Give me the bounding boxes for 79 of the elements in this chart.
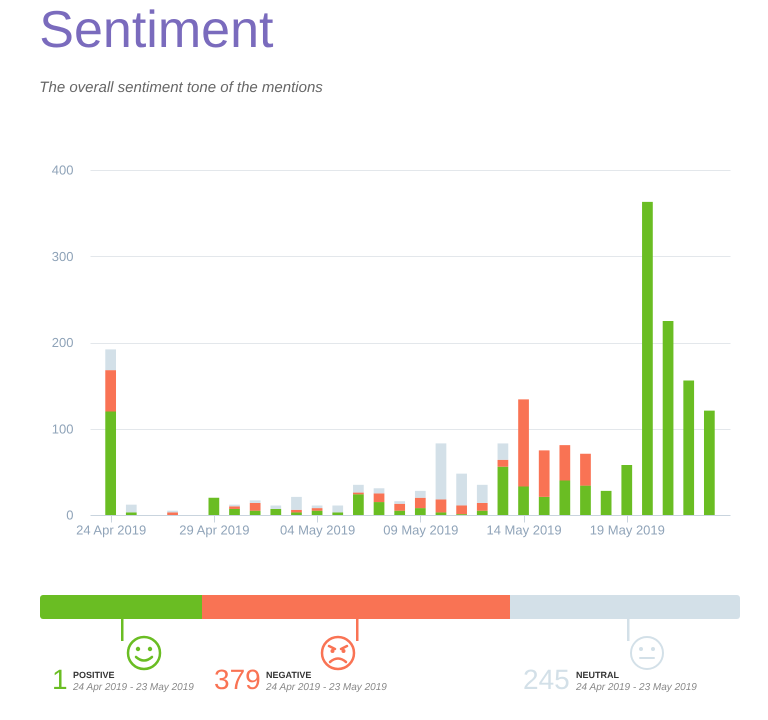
bar	[414, 508, 426, 515]
bar	[498, 460, 508, 467]
x-tick-label: 04 May 2019	[280, 522, 356, 538]
bar	[518, 486, 529, 515]
bar	[312, 506, 322, 508]
y-tick-label: 100	[52, 421, 74, 436]
bar	[414, 490, 426, 498]
bar	[312, 510, 322, 515]
bar	[353, 494, 364, 515]
text: 24 Apr 2019 - 23 May 2019	[73, 682, 194, 693]
y-tick-label: 200	[52, 335, 74, 350]
category-label: NEGATIVE	[266, 670, 312, 680]
bar	[105, 412, 116, 515]
bar	[476, 510, 488, 515]
y-tick-label: 400	[52, 162, 74, 178]
bar	[250, 500, 261, 503]
bar	[394, 501, 406, 504]
data-label: 1	[52, 664, 68, 696]
data-label: 379	[214, 664, 261, 696]
bar	[662, 320, 674, 515]
x-tick-label: 24 Apr 2019	[76, 522, 146, 538]
bar	[621, 464, 632, 515]
x-tick-label: 19 May 2019	[590, 522, 665, 538]
bar	[291, 512, 302, 515]
bar	[167, 512, 178, 515]
bar	[353, 484, 364, 493]
bar	[312, 508, 322, 511]
bar	[436, 443, 446, 500]
bar	[600, 490, 612, 515]
bar	[683, 380, 694, 515]
bar	[126, 504, 137, 512]
bar	[229, 508, 240, 515]
bar	[126, 512, 137, 515]
bar	[208, 498, 220, 515]
bar	[250, 502, 261, 511]
x-tick-label: 14 May 2019	[486, 522, 562, 538]
text: 24 Apr 2019 - 23 May 2019	[266, 682, 387, 693]
bar	[580, 454, 591, 486]
bar	[394, 504, 406, 511]
chart-title: Sentiment	[39, 1, 274, 59]
bar	[374, 488, 384, 494]
y-tick-label: 0	[66, 508, 74, 522]
chart-subtitle: The overall sentiment tone of the mentions	[39, 79, 324, 96]
text: 24 Apr 2019 - 23 May 2019	[576, 682, 697, 693]
bar	[105, 349, 116, 370]
bar	[476, 484, 488, 503]
bar	[476, 502, 488, 511]
x-tick-label: 09 May 2019	[383, 522, 458, 538]
bar	[704, 410, 715, 515]
category-label: NEUTRAL	[576, 670, 619, 680]
bar	[538, 450, 550, 497]
y-tick-label: 300	[52, 248, 74, 264]
bar	[374, 493, 384, 502]
bar	[436, 512, 446, 515]
bar	[580, 486, 591, 515]
bar	[374, 502, 384, 515]
bar	[291, 510, 302, 512]
x-tick-label: 29 Apr 2019	[179, 522, 250, 538]
bar	[498, 466, 508, 515]
bar	[538, 496, 550, 515]
bar	[498, 443, 508, 460]
bar	[518, 399, 529, 487]
bar	[436, 499, 446, 512]
bar	[559, 480, 570, 515]
bar	[332, 506, 344, 512]
bar	[332, 512, 344, 515]
bar	[456, 506, 467, 514]
bar	[270, 508, 282, 515]
bar	[456, 474, 467, 506]
bar	[291, 496, 302, 510]
bar	[642, 202, 653, 515]
bar	[394, 510, 406, 515]
bar	[270, 506, 282, 509]
bar	[559, 445, 570, 480]
category-label: POSITIVE	[73, 670, 115, 680]
bar	[250, 510, 261, 515]
bar	[414, 498, 426, 508]
bar	[105, 370, 116, 412]
bar	[229, 506, 240, 509]
